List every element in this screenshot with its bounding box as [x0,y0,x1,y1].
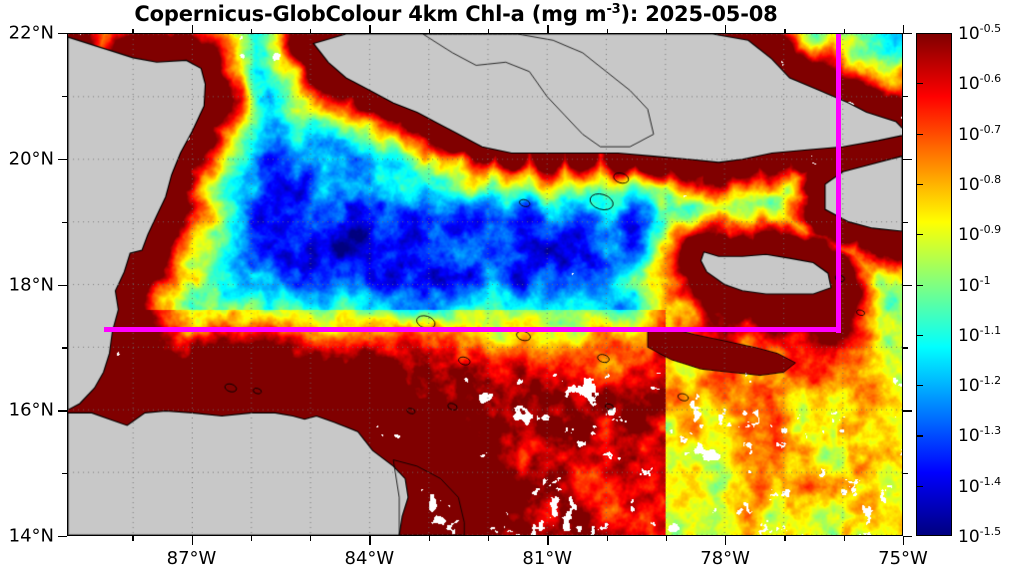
axis-tick [547,536,549,545]
axis-tick [58,33,67,35]
axis-tick [250,536,253,541]
colorbar-tick [916,234,923,236]
axis-tick [903,536,912,538]
axis-tick [62,95,67,98]
axis-tick [903,536,905,545]
y-axis-label: 18°N [8,274,54,295]
chlorophyll-raster [68,34,902,535]
axis-tick [903,158,912,161]
axis-tick [58,410,67,412]
colorbar-tick-label: 10-0.8 [958,173,1002,195]
axis-tick [62,347,67,349]
axis-tick [58,536,67,538]
x-axis-label: 81°W [522,548,573,569]
axis-tick [132,536,134,541]
axis-tick [191,25,193,34]
axis-tick [903,95,908,98]
axis-tick [547,25,549,34]
axis-tick [62,473,67,475]
colorbar-tick-label: 10-0.9 [958,223,1002,246]
axis-tick [843,536,845,541]
axis-tick [428,536,430,541]
colorbar-tick-label: 10-1.1 [958,323,1002,346]
axis-tick [369,25,371,34]
axis-tick [903,25,905,34]
colorbar-tick-label: 10-1.4 [958,474,1002,497]
axis-tick [606,536,608,541]
axis-tick [250,29,253,34]
axis-tick [62,221,67,223]
colorbar-tick-label: 10-0.6 [958,72,1002,95]
y-axis-label: 22°N [8,22,54,44]
map-plot-area[interactable] [67,33,903,536]
x-axis-label: 78°W [700,548,750,569]
axis-tick [310,29,312,34]
axis-tick [606,29,608,34]
x-axis-label: 75°W [878,548,928,569]
y-axis-label: 16°N [8,399,54,421]
axis-tick [428,29,430,34]
colorbar-tick [916,183,923,186]
axis-tick [487,536,490,541]
axis-tick [487,29,490,34]
axis-tick [725,536,727,545]
colorbar-tick [916,485,923,487]
colorbar-tick-label: 10-1.2 [958,374,1002,396]
axis-tick [132,29,134,34]
transect-vertical-line [836,34,842,333]
axis-tick [369,536,371,545]
x-axis-label: 84°W [344,548,395,569]
axis-tick [58,284,67,286]
axis-tick [903,221,908,223]
axis-tick [665,29,668,34]
title-text-after: ): 2025-05-08 [620,2,778,26]
axis-tick [784,536,786,541]
axis-tick [903,33,912,35]
colorbar-tick [916,385,923,387]
axis-tick [903,473,908,475]
axis-tick [903,284,912,286]
colorbar-tick [916,83,923,85]
axis-tick [843,29,845,34]
colorbar-tick-label: 10-1.5 [958,525,1002,547]
y-axis-label: 20°N [8,148,54,170]
transect-horizontal-line [103,327,839,332]
colorbar-tick-label: 10-1 [958,273,991,296]
axis-tick [665,536,668,541]
colorbar-tick-label: 10-1.3 [958,424,1002,447]
colorbar-tick [916,133,923,135]
colorbar-tick [916,435,923,437]
axis-tick [784,29,786,34]
colorbar-tick-label: 10-0.5 [958,22,1002,44]
colorbar-tick-label: 10-0.7 [958,122,1002,145]
axis-tick [191,536,193,545]
axis-tick [310,536,312,541]
page-title: Copernicus-GlobColour 4km Chl-a (mg m-3)… [0,2,912,26]
axis-tick [903,347,908,349]
title-text-before: Copernicus-GlobColour 4km Chl-a (mg m [134,2,607,26]
axis-tick [903,410,912,412]
axis-tick [725,25,727,34]
title-exponent: -3 [606,2,621,17]
axis-tick [58,158,67,161]
y-axis-label: 14°N [8,525,54,547]
x-axis-label: 87°W [166,548,217,569]
colorbar-tick [916,334,923,336]
colorbar-tick [916,284,923,286]
